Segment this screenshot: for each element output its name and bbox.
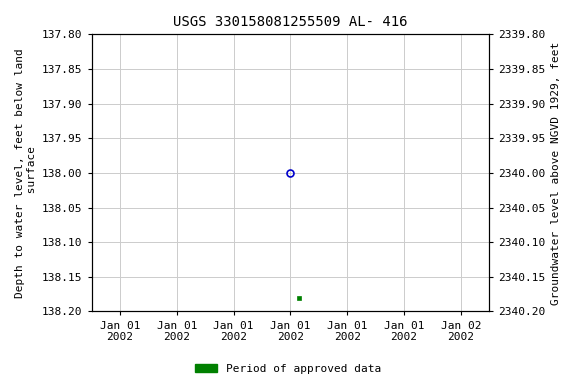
Title: USGS 330158081255509 AL- 416: USGS 330158081255509 AL- 416	[173, 15, 408, 29]
Y-axis label: Groundwater level above NGVD 1929, feet: Groundwater level above NGVD 1929, feet	[551, 41, 561, 305]
Y-axis label: Depth to water level, feet below land
 surface: Depth to water level, feet below land su…	[15, 48, 37, 298]
Legend: Period of approved data: Period of approved data	[191, 359, 385, 379]
